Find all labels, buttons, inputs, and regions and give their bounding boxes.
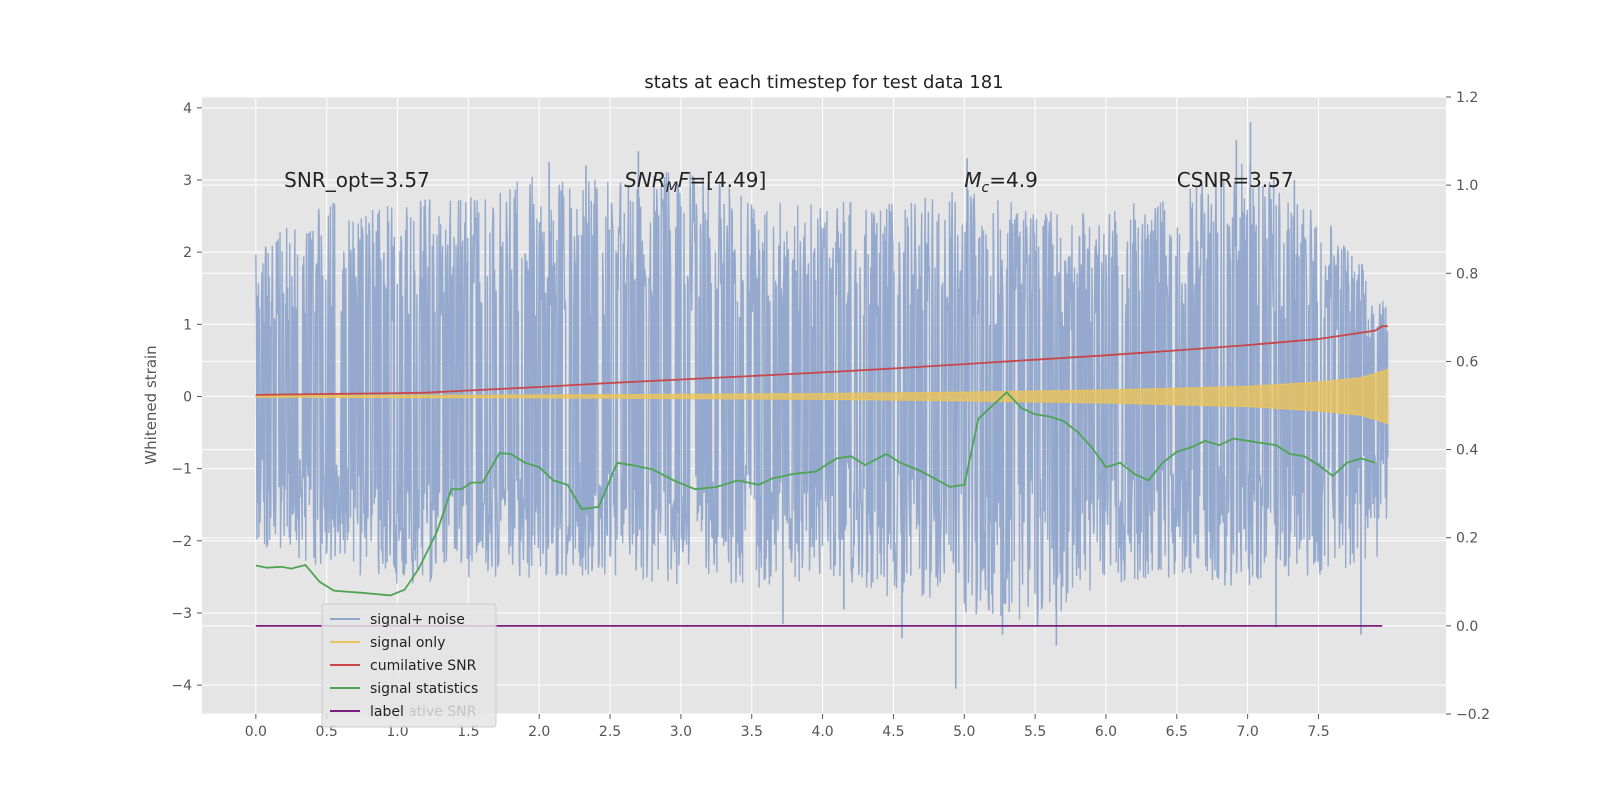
x-tick-label: 6.0 bbox=[1095, 724, 1117, 740]
annotations: SNR_opt=3.57 SNRMF=[4.49] Mc=4.9 CSNR=3.57 bbox=[284, 168, 1293, 196]
annotation-2: Mc=4.9 bbox=[964, 168, 1038, 196]
y2-tick-label: 0.0 bbox=[1456, 619, 1478, 635]
axes: 0.0 0.5 1.0 1.5 2.0 2.5 3.0 3.5 4.0 4.5 5.0 5.5 6.0 6… bbox=[171, 90, 1490, 740]
y2-tick-label: 1.2 bbox=[1456, 90, 1478, 106]
x-tick-label: 2.5 bbox=[599, 724, 621, 740]
x-tick-label: 4.0 bbox=[811, 724, 833, 740]
y-tick-label: −3 bbox=[171, 606, 192, 622]
annotation-0: SNR_opt=3.57 bbox=[284, 168, 430, 192]
x-tick-label: 7.5 bbox=[1307, 724, 1329, 740]
x-tick-label: 1.5 bbox=[457, 724, 479, 740]
legend-label: cumilative SNR bbox=[370, 658, 477, 674]
legend-label: signal statistics bbox=[370, 681, 478, 697]
y-tick-label: 2 bbox=[183, 245, 192, 261]
annotation-3: CSNR=3.57 bbox=[1177, 168, 1294, 192]
chart-title: stats at each timestep for test data 181 bbox=[644, 72, 1003, 93]
legend-label: label bbox=[370, 704, 404, 720]
x-tick-label: 6.5 bbox=[1166, 724, 1188, 740]
y2-tick-label: 0.8 bbox=[1456, 266, 1478, 282]
series-signal-noise bbox=[255, 163, 1389, 626]
y-tick-label: −4 bbox=[171, 678, 192, 694]
x-tick-label: 7.0 bbox=[1237, 724, 1259, 740]
y2-tick-label: 0.4 bbox=[1456, 443, 1478, 459]
annotation-1: SNRMF=[4.49] bbox=[624, 168, 766, 196]
series-layer bbox=[255, 122, 1389, 689]
y-tick-label: −1 bbox=[171, 462, 192, 478]
legend-label: signal+ noise bbox=[370, 612, 465, 628]
series-signal-only bbox=[255, 368, 1389, 425]
x-tick-label: 0.0 bbox=[245, 724, 267, 740]
y2-tick-label: −0.2 bbox=[1456, 707, 1490, 723]
x-tick-label: 5.5 bbox=[1024, 724, 1046, 740]
y2-tick-label: 0.6 bbox=[1456, 354, 1478, 370]
legend-label: signal only bbox=[370, 635, 445, 651]
y-tick-label: 4 bbox=[183, 101, 192, 117]
y-axis-label: Whitened strain bbox=[142, 345, 160, 464]
legend-box bbox=[321, 603, 497, 728]
y2-tick-label: 0.2 bbox=[1456, 531, 1478, 547]
series-cumilative-snr bbox=[255, 325, 1388, 396]
y-tick-label: −2 bbox=[171, 534, 192, 550]
x-tick-label: 2.0 bbox=[528, 724, 550, 740]
series-signal-statistics bbox=[255, 391, 1376, 597]
y-tick-label: 3 bbox=[183, 173, 192, 189]
y-tick-label: 1 bbox=[183, 317, 192, 333]
x-tick-label: 3.5 bbox=[741, 724, 763, 740]
x-tick-label: 1.0 bbox=[386, 724, 408, 740]
y2-tick-label: 1.0 bbox=[1456, 178, 1478, 194]
x-tick-label: 5.0 bbox=[953, 724, 975, 740]
x-tick-label: 3.0 bbox=[670, 724, 692, 740]
legend-label-backdrop bbox=[368, 700, 410, 718]
x-tick-label: 4.5 bbox=[882, 724, 904, 740]
x-tick-label: 0.5 bbox=[316, 724, 338, 740]
y-tick-label: 0 bbox=[183, 389, 192, 405]
